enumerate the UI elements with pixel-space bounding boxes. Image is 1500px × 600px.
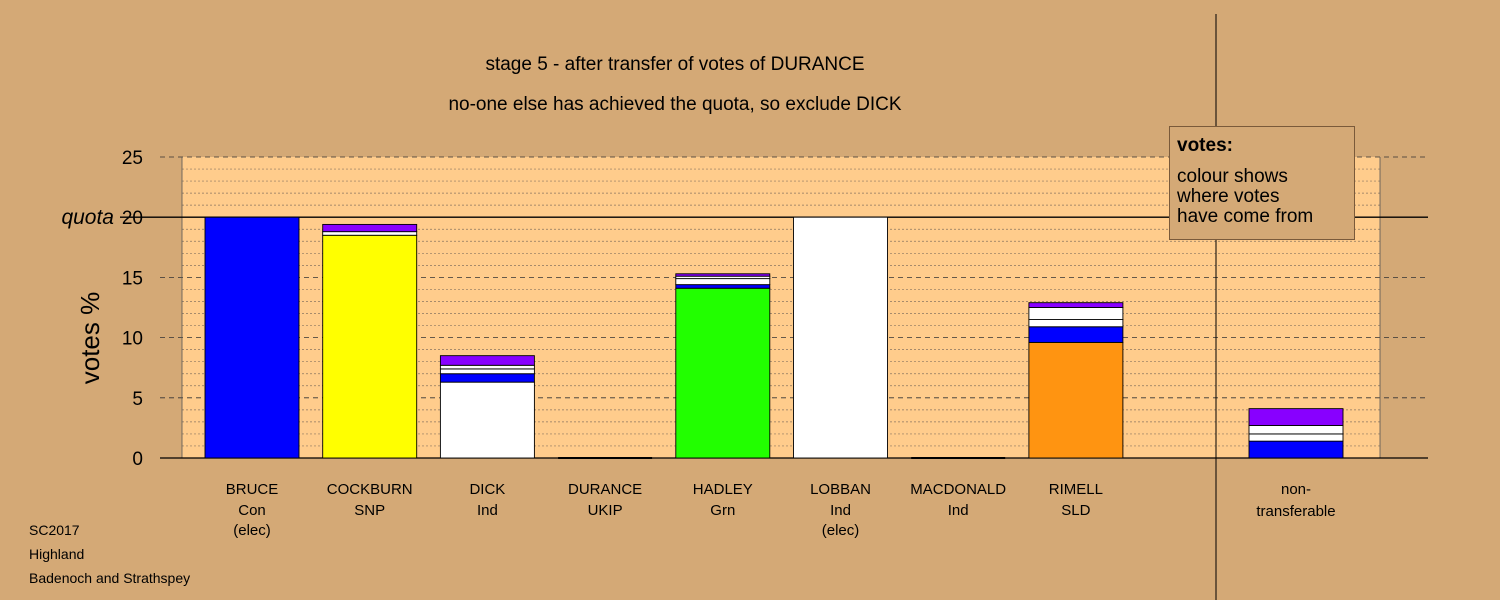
candidate-name-label: HADLEY [693,481,753,498]
nontransferable-label: transferable [1256,503,1335,520]
candidate-party-label: Con [238,502,266,519]
bar-nontransferable-segment [1248,440,1344,459]
candidate-party-label: SLD [1061,502,1090,519]
candidate-party-label: Ind [948,502,969,519]
bar-dick-segment [439,368,535,375]
bar-hadley-segment [675,284,771,289]
legend-line: have come from [1177,206,1314,227]
bar-dick-segment [439,381,535,459]
bar-rimell-segment [1028,302,1124,308]
candidate-status-label: (elec) [233,522,271,539]
quota-label: quota [61,206,114,229]
candidate-party-label: Ind [830,502,851,519]
y-tick-label: 10 [122,329,143,350]
candidate-status-label: (elec) [822,522,860,539]
y-tick-label: 25 [122,148,143,169]
bar-rimell-segment [1028,319,1124,328]
candidate-name-label: MACDONALD [910,481,1006,498]
bar-dick-segment [439,373,535,383]
candidate-name-label: LOBBAN [810,481,871,498]
y-tick-label: 20 [122,208,143,229]
candidate-party-label: Ind [477,502,498,519]
bar-nontransferable-segment [1248,408,1344,426]
bar-cockburn-segment [322,234,418,459]
legend-line: where votes [1177,186,1280,207]
candidate-name-label: COCKBURN [327,481,413,498]
nontransferable-label: non- [1281,481,1311,498]
bar-dick-segment [439,364,535,370]
candidate-name-label: DICK [469,481,505,498]
candidate-name-label: BRUCE [226,481,279,498]
candidate-name-label: RIMELL [1049,481,1103,498]
footer-line: SC2017 [29,522,80,538]
bar-hadley-segment [675,278,771,286]
bar-bruce-segment [204,216,300,459]
legend-line: colour shows [1177,166,1288,187]
y-tick-label: 0 [132,449,143,470]
bar-nontransferable-segment [1248,425,1344,435]
plot-margin-right [1380,157,1428,458]
chart-subtitle: no-one else has achieved the quota, so e… [448,94,902,115]
y-tick-label: 5 [132,389,143,410]
footer-line: Highland [29,546,85,562]
bar-cockburn-segment [322,223,418,233]
bar-rimell-segment [1028,307,1124,320]
footer-line: Badenoch and Strathspey [29,570,191,586]
bar-lobban-segment [793,216,888,459]
bar-cockburn-segment [322,231,418,236]
y-axis-label: votes % [75,292,105,385]
candidate-party-label: Grn [710,502,735,519]
bar-dick-segment [439,355,535,366]
bar-hadley-segment [675,273,771,277]
y-tick-label: 15 [122,268,143,289]
bar-nontransferable-segment [1248,433,1344,442]
candidate-name-label: DURANCE [568,481,642,498]
legend-title: votes: [1177,135,1233,156]
bar-rimell-segment [1028,341,1124,459]
bar-hadley-segment [675,287,771,459]
candidate-party-label: UKIP [588,502,623,519]
candidate-party-label: SNP [354,502,385,519]
legend-box: votes: colour shows where votes have com… [1169,126,1355,240]
chart-title: stage 5 - after transfer of votes of DUR… [485,54,865,75]
bar-rimell-segment [1028,326,1124,343]
